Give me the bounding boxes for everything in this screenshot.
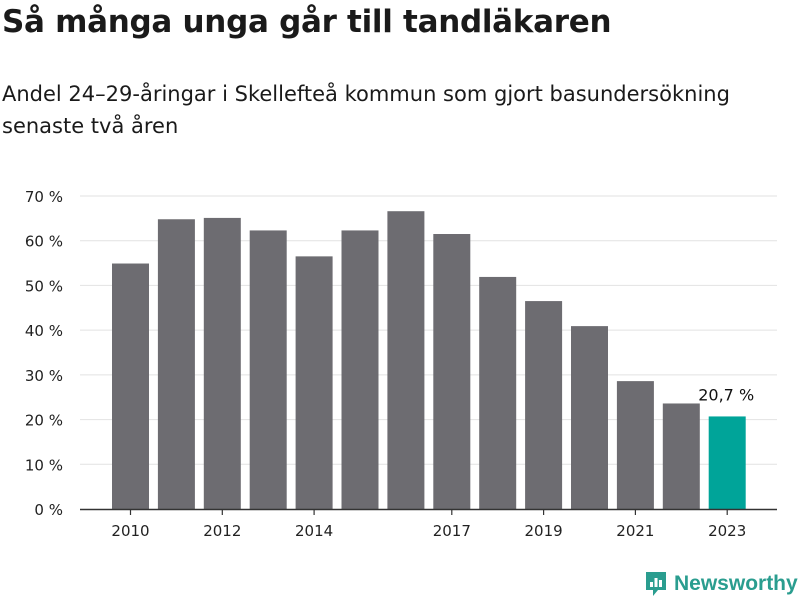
bar xyxy=(708,416,746,509)
bar xyxy=(341,230,379,509)
y-tick-label: 60 % xyxy=(25,233,63,251)
x-tick-label: 2017 xyxy=(433,522,471,540)
y-tick-label: 70 % xyxy=(25,188,63,206)
bar xyxy=(525,301,563,509)
bar xyxy=(387,211,425,509)
bar xyxy=(433,234,471,509)
x-tick-label: 2012 xyxy=(203,522,241,540)
bar xyxy=(662,403,700,509)
bar xyxy=(616,381,654,509)
x-tick-label: 2019 xyxy=(525,522,563,540)
y-tick-label: 10 % xyxy=(25,456,63,474)
data-label: 20,7 % xyxy=(698,385,754,404)
y-tick-label: 40 % xyxy=(25,322,63,340)
y-tick-label: 0 % xyxy=(34,501,63,519)
brand-name: Newsworthy xyxy=(674,572,798,595)
bar xyxy=(571,326,608,509)
x-tick-label: 2014 xyxy=(295,522,333,540)
y-tick-label: 30 % xyxy=(25,367,63,385)
y-tick-label: 20 % xyxy=(25,412,63,430)
brand-logo: Newsworthy xyxy=(644,569,798,599)
bar xyxy=(157,219,195,509)
bar xyxy=(249,230,287,509)
bar xyxy=(295,256,333,509)
x-tick-label: 2023 xyxy=(708,522,746,540)
x-tick-label: 2021 xyxy=(616,522,654,540)
chart-subtitle: Andel 24–29-åringar i Skellefteå kommun … xyxy=(2,82,730,138)
bar xyxy=(112,263,149,509)
newsworthy-logo-icon xyxy=(646,572,666,596)
bar xyxy=(479,276,517,509)
bar xyxy=(203,217,241,509)
x-tick-label: 2010 xyxy=(111,522,149,540)
chart-title: Så många unga går till tandläkaren xyxy=(2,4,612,40)
y-tick-label: 50 % xyxy=(25,277,63,295)
